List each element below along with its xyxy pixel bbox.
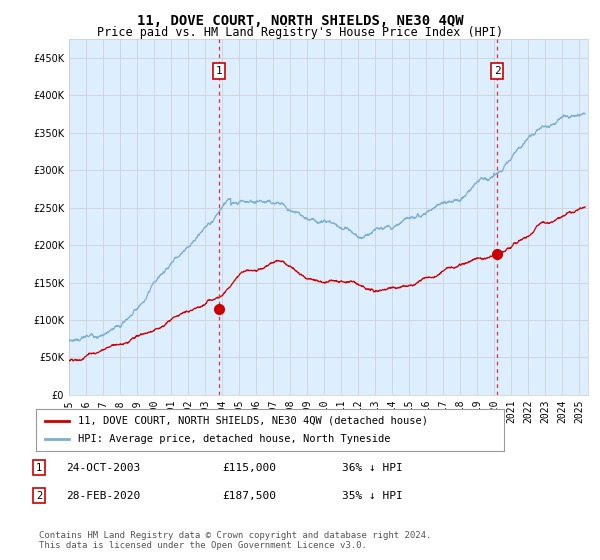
Text: 35% ↓ HPI: 35% ↓ HPI [342,491,403,501]
Text: £115,000: £115,000 [222,463,276,473]
Text: Contains HM Land Registry data © Crown copyright and database right 2024.
This d: Contains HM Land Registry data © Crown c… [39,531,431,550]
Text: 36% ↓ HPI: 36% ↓ HPI [342,463,403,473]
Text: 2: 2 [36,491,42,501]
Text: Price paid vs. HM Land Registry's House Price Index (HPI): Price paid vs. HM Land Registry's House … [97,26,503,39]
Text: £187,500: £187,500 [222,491,276,501]
Text: 2: 2 [494,66,500,76]
Text: 1: 1 [36,463,42,473]
Text: 24-OCT-2003: 24-OCT-2003 [66,463,140,473]
Text: 11, DOVE COURT, NORTH SHIELDS, NE30 4QW: 11, DOVE COURT, NORTH SHIELDS, NE30 4QW [137,14,463,28]
Text: HPI: Average price, detached house, North Tyneside: HPI: Average price, detached house, Nort… [78,434,391,444]
Text: 11, DOVE COURT, NORTH SHIELDS, NE30 4QW (detached house): 11, DOVE COURT, NORTH SHIELDS, NE30 4QW … [78,416,428,426]
Text: 28-FEB-2020: 28-FEB-2020 [66,491,140,501]
Text: 1: 1 [215,66,222,76]
